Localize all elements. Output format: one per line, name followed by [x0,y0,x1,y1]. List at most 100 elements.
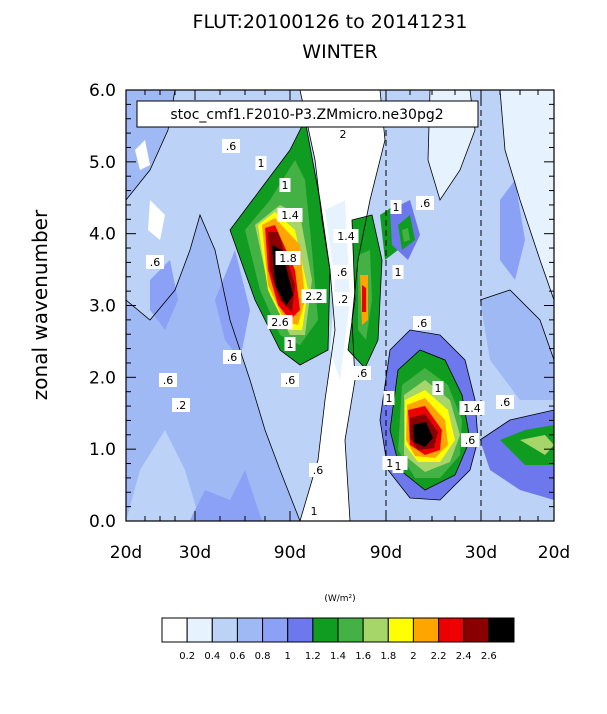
contour-label-bg [333,265,351,279]
contour-field [126,90,554,521]
contour-label-bg [222,139,240,153]
contour-label: .6 [461,433,479,447]
contour-label-bg [309,463,327,477]
contour-label-bg [334,292,352,306]
contour-label-text: .6 [420,197,431,210]
contour-label-bg [390,200,402,214]
contour-label-text: 1.4 [337,230,355,243]
colorbar-swatch [488,617,515,643]
contour-label-text: 1 [386,392,393,405]
x-tick-label: 20d [110,543,142,563]
colorbar-level-label: 1.2 [305,651,321,662]
contour-label: .6 [353,366,371,380]
contour-label-bg [353,366,371,380]
y-tick-label: 3.0 [89,297,116,317]
colorbar-swatch [412,617,440,643]
contour-label-bg [223,350,241,364]
contour-label-text: .2 [338,293,349,306]
y-tick-label: 2.0 [89,368,116,388]
contour-label: 1 [392,265,404,279]
colorbar-swatch [438,617,465,643]
contour-label-bg [383,391,395,405]
contour-label-text: 1 [287,338,294,351]
contour-label: 1 [255,156,267,170]
contour-label-text: 2 [340,128,347,141]
annotation-text: stoc_cmf1.F2010-P3.ZMmicro.ne30pg2 [170,107,443,123]
colorbar-swatch [312,617,339,643]
contour-label-bg [159,373,177,387]
y-tick-label: 4.0 [89,225,116,245]
contour-label-text: 1 [395,266,402,279]
colorbar-swatch [463,617,490,643]
contour-label: 1.4 [333,229,359,243]
colorbar-level-label: 1 [285,651,291,662]
contour-label: 2.2 [301,289,327,303]
colorbar-level-label: 2.2 [431,651,447,662]
contour-label-text: .6 [500,396,511,409]
contour-label-text: .2 [176,399,187,412]
chart-subtitle: WINTER [302,41,377,63]
colorbar-level-label: 0.6 [229,651,245,662]
contour-label-text: 1.4 [463,402,481,415]
contour-label-bg [279,178,291,192]
contour-label: 1 [279,178,291,192]
contour-label: .6 [309,463,327,477]
contour-label: 1 [432,381,444,395]
colorbar-level-label: 1.4 [330,651,346,662]
colorbar-units: (W/m²) [324,594,355,604]
colorbar-swatch [362,617,389,643]
contour-label-text: 1.8 [279,252,297,265]
contour-label-bg [267,315,293,329]
x-tick-label: 30d [179,543,211,563]
chart-title: FLUT:20100126 to 20141231 [193,11,468,33]
contour-label: .6 [281,373,299,387]
colorbar-level-label: 0.4 [204,651,220,662]
contour-label-text: 1 [435,382,442,395]
colorbar-level-label: 1.6 [355,651,371,662]
contour-label: .6 [159,373,177,387]
colorbar-level-label: 1.8 [380,651,396,662]
colorbar-swatch [161,617,188,643]
annotation-box [136,100,479,128]
colorbar-level-label: 0.8 [255,651,271,662]
contour-label: .6 [496,395,514,409]
contour-label: .2 [172,398,190,412]
contour-label-text: .6 [313,464,324,477]
contour-label: .2 [334,292,352,306]
contour-label-text: 1.4 [281,209,299,222]
contour-label-bg [459,401,485,415]
contour-label: 1 [390,200,402,214]
contour-label-text: .6 [150,256,161,269]
y-tick-label: 5.0 [89,153,116,173]
colorbar-swatch [236,617,264,643]
y-axis-label: zonal wavenumber [28,209,52,400]
contour-label-bg [392,265,404,279]
contour-label-text: 1 [282,179,289,192]
contour-label-bg [432,381,444,395]
colorbar-level-label: 0.2 [179,651,195,662]
colorbar-swatch [186,617,213,643]
contour-label-text: .6 [227,351,238,364]
x-tick-label: 20d [538,543,570,563]
contour-label-bg [255,156,267,170]
contour-label-bg [301,289,327,303]
y-axis: 0.0 1.0 2.0 3.0 4.0 5.0 6.0 [89,81,554,532]
contour-label-text: 2.2 [305,290,323,303]
colorbar-level-label: 2 [410,651,416,662]
contour-label-text: .6 [465,434,476,447]
contour-label: 1 [383,391,395,405]
contour-label: .6 [146,255,164,269]
contour-label: 1 [284,337,296,351]
contour-label: .6 [333,265,351,279]
contour-label-bg [333,229,359,243]
contour-label-bg [308,504,320,518]
contour-label-text: 1 [395,460,402,473]
colorbar-level-label: 2.6 [481,651,497,662]
contour-label-text: 1 [311,505,318,518]
contour-label-bg [284,337,296,351]
contour-label-bg [416,196,434,210]
contour-label: 1 [308,504,320,518]
colorbar-level-label: 2.4 [456,651,472,662]
contour-label: 2 [337,127,349,141]
